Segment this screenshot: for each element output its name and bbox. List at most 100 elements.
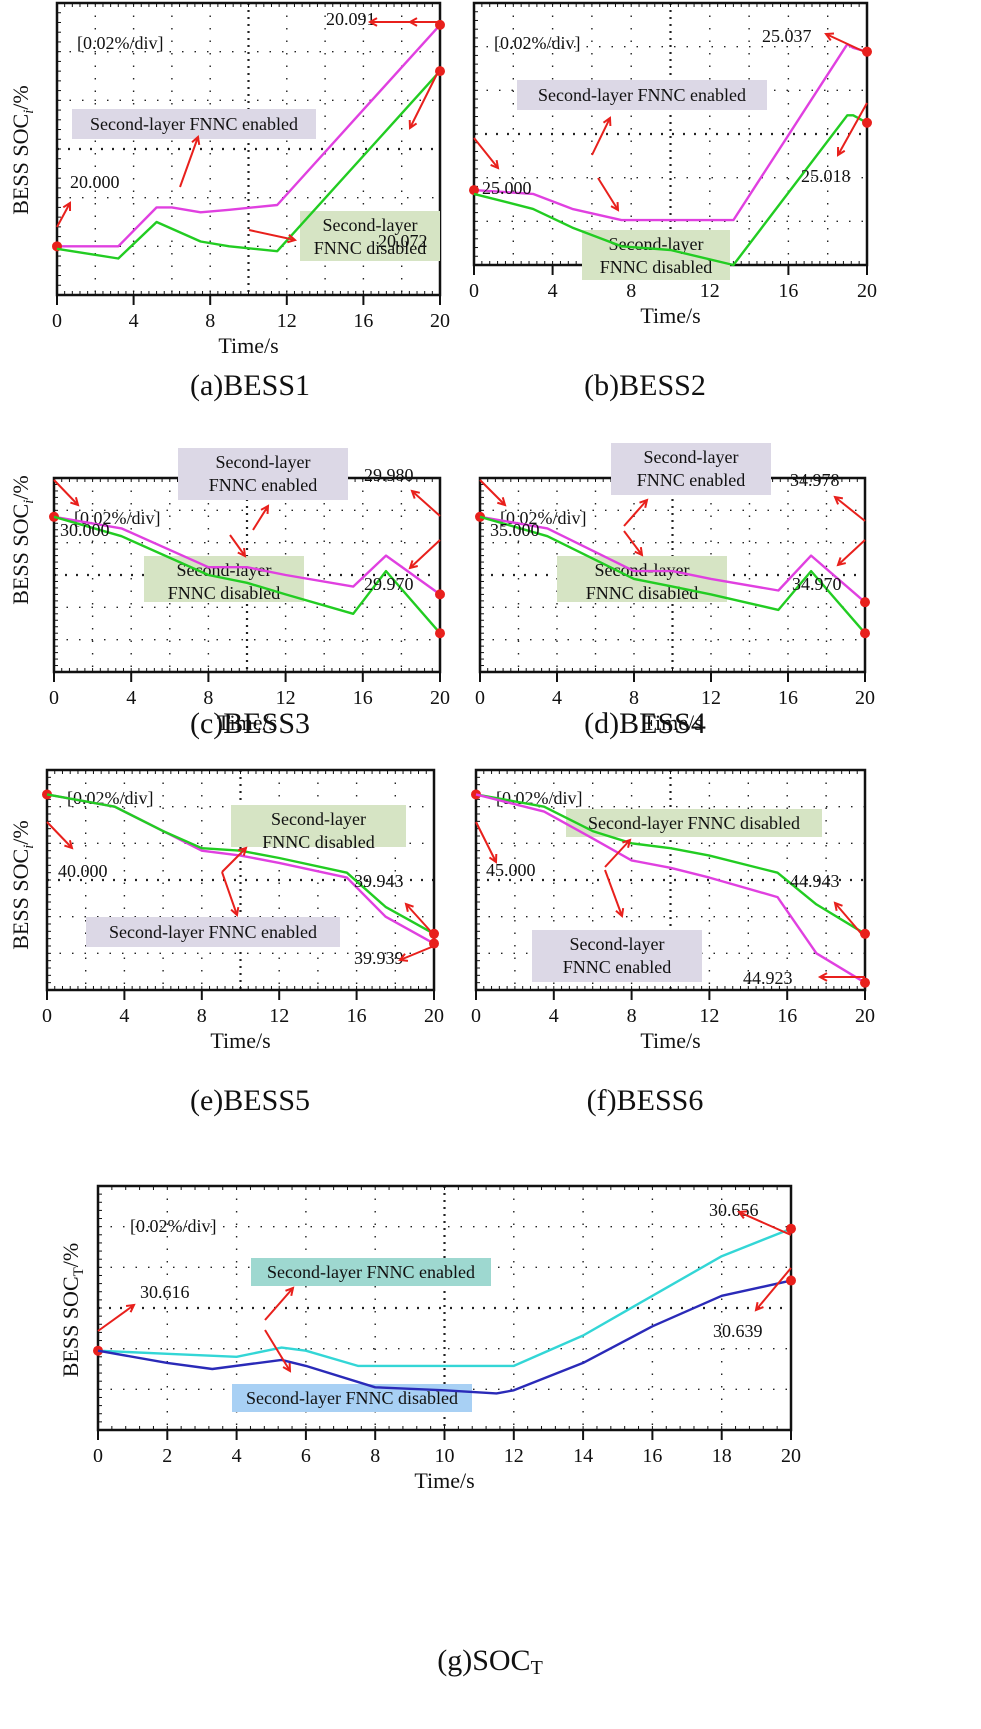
annotation-arrow (475, 821, 497, 863)
annotation-arrow (825, 33, 868, 54)
annotation-arrow (264, 1287, 294, 1321)
value-annotation: 44.923 (743, 968, 793, 988)
annotation-arrow (264, 1329, 291, 1372)
value-annotation: 44.943 (790, 871, 840, 891)
annotation-arrow (623, 499, 648, 527)
arrow-head (367, 17, 378, 27)
arrow-head (824, 32, 835, 42)
arrow-head (833, 495, 844, 505)
arrow-head (833, 901, 843, 912)
panel-caption: (c)BESS3 (190, 707, 310, 740)
annotation-arrow (411, 490, 441, 517)
series-label-box (251, 1258, 491, 1286)
y-axis-title-unit: /% (8, 475, 33, 499)
annotation-arrow (837, 102, 868, 156)
x-tick-label: 18 (712, 1445, 732, 1467)
series-line-enabled (97, 1227, 792, 1368)
arrow-head (70, 497, 80, 507)
series-line-enabled (53, 515, 441, 596)
value-annotation: 29.980 (364, 465, 414, 485)
y-axis-title-sub: T (71, 1267, 87, 1276)
panel-caption: (f)BESS6 (587, 1084, 704, 1117)
arrow-head (634, 546, 644, 557)
x-tick-label: 12 (277, 310, 297, 332)
arrow-head (238, 846, 248, 856)
x-tick-label: 0 (469, 280, 479, 302)
annotation-arrow (179, 136, 199, 188)
panel-caption: (g)SOCT (437, 1644, 543, 1679)
arrow-head (287, 234, 298, 244)
annotation-arrow (473, 137, 499, 169)
series-label-box (611, 443, 771, 495)
arrow-head (260, 504, 270, 515)
panel-caption: (a)BESS1 (190, 369, 310, 402)
series-label-box (231, 805, 406, 847)
annotation-arrow (53, 479, 79, 506)
value-annotation: 25.018 (801, 166, 851, 186)
x-tick-label: 20 (781, 1445, 801, 1467)
series-line-disabled (46, 793, 435, 935)
annotation-arrow (604, 839, 631, 868)
series-label-box (532, 930, 702, 982)
end-marker (435, 628, 445, 639)
arrow-head (737, 1210, 748, 1219)
annotation-arrow (252, 505, 269, 531)
series-label-text: Second-layer (216, 452, 311, 472)
arrow-head (398, 953, 409, 962)
annotation-arrow (755, 1267, 792, 1311)
x-tick-label: 8 (197, 1005, 207, 1027)
x-tick-label: 0 (52, 310, 62, 332)
series-label-text: Second-layer (609, 234, 704, 254)
x-tick-label: 6 (301, 1445, 311, 1467)
value-annotation: 25.000 (482, 178, 532, 198)
arrow-head (622, 838, 632, 849)
panel-caption-main: (a)BESS1 (190, 369, 310, 402)
series-label-text: Second-layer FNNC enabled (267, 1262, 475, 1282)
annotation-arrow (229, 534, 246, 557)
x-tick-label: 8 (627, 1005, 637, 1027)
panel-caption-main: (b)BESS2 (584, 369, 706, 402)
annotation-arrow (409, 67, 441, 129)
value-annotation: 34.978 (790, 470, 840, 490)
y-axis-title-sub: i (21, 110, 37, 114)
x-tick-label: 16 (353, 687, 373, 709)
x-tick-label: 16 (777, 1005, 797, 1027)
panel-caption-main: (f)BESS6 (587, 1084, 704, 1117)
series-label-text: Second-layer FNNC disabled (246, 1388, 458, 1408)
x-tick-label: 20 (430, 310, 450, 332)
arrow-head (817, 972, 828, 982)
value-annotation: 34.970 (792, 574, 842, 594)
value-annotation: 29.970 (364, 574, 414, 594)
end-marker (860, 628, 870, 639)
chart-panel-b: 0 4 8 12 16 20 Time/s [0.02%/div] Second-layer F… (469, 1, 877, 402)
value-annotation: 39.943 (354, 871, 404, 891)
series-label-text: Second-layer FNNC enabled (538, 85, 746, 105)
series-label-box (72, 109, 316, 139)
end-marker (786, 1223, 796, 1234)
chart-panel-a: 0 4 8 12 16 20 Time/s BESS SOCi/% [0.02%/div] Sec… (8, 1, 450, 402)
value-annotation: 20.072 (378, 231, 428, 251)
x-tick-label: 20 (855, 1005, 875, 1027)
x-axis-title: Time/s (414, 1468, 474, 1493)
series-label-box (582, 230, 730, 280)
series-label-text: Second-layer (323, 215, 418, 235)
series-line-enabled (475, 793, 866, 984)
x-axis-title: Time/s (210, 1028, 270, 1053)
annotation-arrow (248, 229, 296, 241)
arrow-head (497, 497, 507, 507)
x-tick-label: 0 (475, 687, 485, 709)
x-tick-label: 4 (552, 687, 562, 709)
x-tick-label: 8 (626, 280, 636, 302)
x-tick-label: 16 (778, 687, 798, 709)
y-axis-title-unit: /% (8, 85, 33, 109)
y-axis-title-unit: /% (58, 1243, 83, 1267)
series-label-text: FNNC disabled (600, 257, 713, 277)
start-marker (469, 185, 479, 196)
x-tick-label: 2 (162, 1445, 172, 1467)
end-marker (860, 977, 870, 988)
series-line-enabled (57, 24, 441, 248)
x-tick-label: 16 (353, 310, 373, 332)
value-annotation: 35.000 (490, 520, 540, 540)
arrow-head (610, 201, 620, 212)
